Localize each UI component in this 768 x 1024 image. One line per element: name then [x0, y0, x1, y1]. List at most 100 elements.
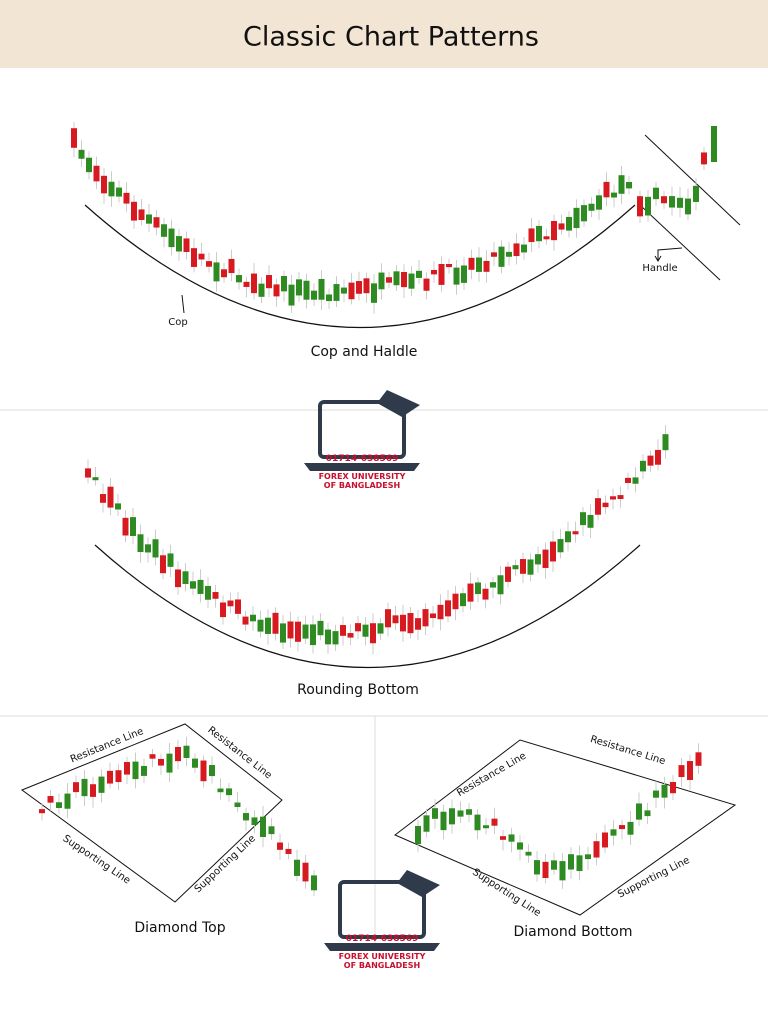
candle [585, 854, 591, 860]
candle [355, 623, 361, 632]
candle [685, 198, 691, 215]
candle [149, 754, 156, 759]
candle [535, 554, 541, 565]
candle [226, 788, 232, 796]
handle-line [644, 134, 741, 226]
candle [257, 619, 264, 632]
cap [397, 870, 440, 897]
candle [182, 571, 189, 584]
candle [669, 196, 675, 208]
candle [497, 575, 504, 595]
candle [653, 790, 659, 798]
handle-line [639, 204, 721, 281]
candle [423, 815, 430, 832]
candle [557, 539, 564, 553]
candle [536, 225, 542, 242]
candle [152, 539, 159, 558]
phone: 01714-638569 [326, 454, 399, 464]
candle [192, 758, 198, 768]
candle [325, 629, 331, 645]
brand: FOREX UNIVERSITY [319, 472, 406, 481]
candle [281, 275, 287, 292]
candle [122, 517, 129, 536]
candle [701, 152, 707, 165]
candle [568, 854, 574, 870]
candle [572, 531, 579, 535]
candle [251, 817, 258, 826]
candle [90, 784, 96, 797]
candle [332, 631, 339, 645]
candle [551, 860, 557, 870]
candle [581, 205, 587, 222]
candle [250, 614, 256, 622]
candle [115, 503, 121, 510]
candle [626, 181, 632, 189]
candle [520, 559, 526, 574]
candle [132, 761, 139, 780]
candle [39, 809, 45, 814]
candle [521, 244, 527, 253]
candle [602, 502, 609, 508]
candle [407, 613, 414, 634]
candle [176, 236, 182, 252]
candle [446, 264, 452, 268]
label: Supporting Line [616, 855, 691, 901]
candle [356, 281, 362, 294]
candle [611, 192, 617, 198]
candle [483, 260, 490, 272]
candle [200, 760, 207, 782]
candle [268, 826, 275, 835]
candle [56, 802, 62, 809]
candle [437, 604, 444, 620]
candle [228, 258, 235, 274]
candle [566, 216, 572, 231]
candle [64, 793, 71, 809]
candle [288, 284, 295, 306]
candle [227, 600, 234, 607]
candle [277, 842, 283, 850]
candle [661, 784, 668, 798]
candle [183, 745, 190, 758]
candle [534, 860, 540, 875]
candle [347, 633, 354, 638]
candle [693, 185, 699, 202]
candle [265, 617, 271, 634]
candle [124, 762, 130, 775]
candle [348, 282, 355, 300]
diamond [394, 739, 737, 916]
candle [251, 273, 257, 294]
candle [453, 267, 460, 285]
candle [670, 781, 676, 794]
candle [153, 217, 160, 228]
candle [517, 842, 523, 850]
candle [408, 273, 415, 289]
candle [416, 270, 422, 278]
candle [101, 175, 107, 194]
candle [287, 621, 294, 639]
candle [602, 832, 608, 848]
candle [260, 816, 266, 838]
candle [166, 753, 173, 773]
candle [632, 477, 639, 484]
brand: OF BANGLADESH [324, 481, 400, 490]
laptop-base [324, 943, 440, 951]
candle [500, 836, 506, 840]
candle [377, 623, 384, 634]
candle [449, 808, 455, 825]
candle [285, 848, 292, 854]
candle [234, 802, 241, 807]
candle [550, 541, 556, 562]
candle [197, 579, 204, 594]
candle [93, 165, 100, 182]
candle [236, 275, 242, 283]
candle [625, 477, 631, 483]
label: Supporting Line [193, 833, 258, 895]
candle [107, 486, 114, 508]
candle [370, 623, 376, 644]
candle [146, 214, 152, 224]
label: Resistance Line [589, 734, 667, 767]
candle [627, 821, 634, 835]
candle [587, 514, 594, 528]
candle [161, 224, 167, 237]
candle [662, 434, 669, 451]
